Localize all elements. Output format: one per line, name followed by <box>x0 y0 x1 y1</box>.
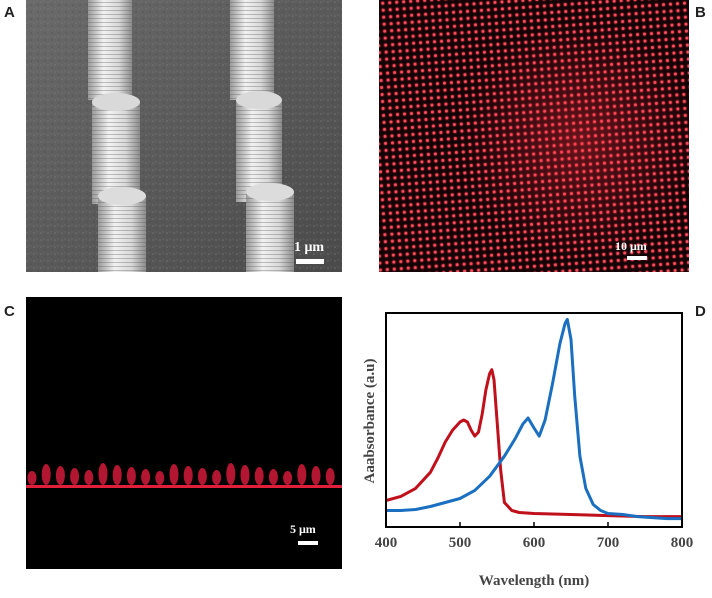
pillar-glow <box>98 463 108 485</box>
absorbance-chart: Aaabsorbance (a.u) Wavelength (nm) 400 50… <box>362 312 694 589</box>
pillar-glow <box>268 469 278 485</box>
pillar-glow <box>212 470 222 485</box>
pillar-glow <box>297 464 307 485</box>
pillar-back-right <box>230 0 274 100</box>
panel-letter-a: A <box>4 4 15 21</box>
pillar-glow <box>27 471 37 485</box>
series-line-2 <box>386 317 682 521</box>
x-tick-label: 400 <box>375 535 398 551</box>
pillar-glow <box>55 466 65 485</box>
plot-frame <box>385 312 683 528</box>
pillar-glow <box>325 468 335 485</box>
pillar-glow <box>240 465 250 485</box>
x-tick-label: 600 <box>523 535 546 551</box>
sem-image-panel: 1 μm <box>26 0 342 272</box>
scale-label-a: 1 μm <box>294 240 324 255</box>
pillar-front-right <box>246 183 294 272</box>
scale-bar-c <box>298 541 318 545</box>
pillar-glow <box>155 471 165 485</box>
pillar-glow <box>70 468 80 485</box>
fluorescence-dot-array-image: 10 μm <box>379 0 689 272</box>
pillar-glow <box>112 465 122 485</box>
pillar-glow <box>41 464 51 485</box>
pillar-glow <box>126 467 136 485</box>
cross-section-panel: 5 μm <box>26 297 342 569</box>
pillar-glow <box>283 471 293 485</box>
scale-bar-b <box>627 256 647 260</box>
pillar-glow <box>197 468 207 485</box>
pillar-glow <box>169 464 179 485</box>
fluorescence-array-panel: 10 μm <box>379 0 689 272</box>
x-axis-label: Wavelength (nm) <box>479 573 589 589</box>
sem-micropillar-image: 1 μm <box>26 0 342 272</box>
pillar-glow <box>84 470 94 485</box>
x-tick-label: 800 <box>671 535 694 551</box>
pillar-back-left <box>88 0 132 100</box>
substrate-line <box>26 485 342 488</box>
cross-section-fluorescence-image: 5 μm <box>26 297 342 569</box>
scale-label-c: 5 μm <box>290 522 316 536</box>
scale-bar-a <box>296 259 324 264</box>
pillar-glow <box>311 466 321 485</box>
absorbance-chart-panel: Aaabsorbance (a.u) Wavelength (nm) 400 50… <box>350 297 712 598</box>
panel-letter-b: B <box>695 4 706 21</box>
pillar-glow <box>226 463 236 485</box>
x-tick-label: 500 <box>449 535 472 551</box>
pillar-front-left <box>98 187 146 272</box>
x-tick-label: 700 <box>597 535 620 551</box>
scale-label-b: 10 μm <box>615 239 647 253</box>
pillar-glow <box>183 466 193 485</box>
pillar-glow <box>141 469 151 485</box>
panel-letter-c: C <box>4 303 15 320</box>
series-line-1 <box>385 368 682 519</box>
pillar-glow <box>254 467 264 485</box>
pillar-fluorescence-row <box>27 463 335 485</box>
pillar-mid-left <box>92 93 140 204</box>
panel-letter-d: D <box>695 303 706 320</box>
y-axis-label: Aaabsorbance (a.u) <box>362 358 378 483</box>
